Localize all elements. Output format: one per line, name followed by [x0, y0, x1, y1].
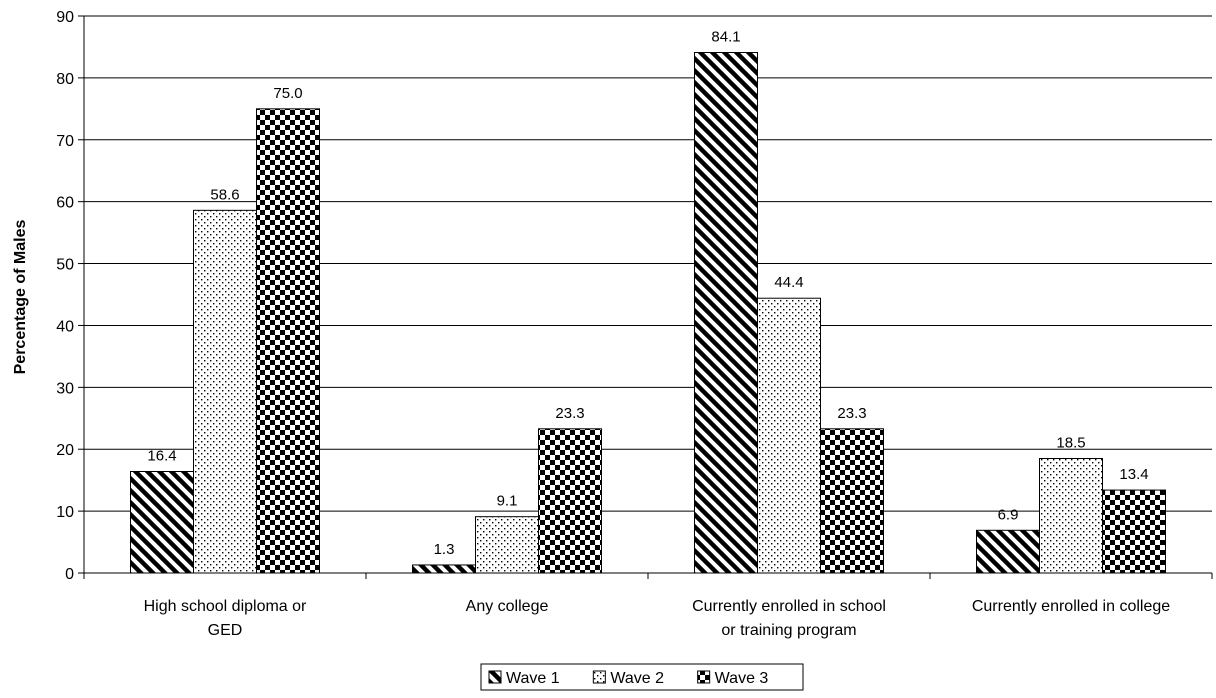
data-label: 18.5	[1056, 435, 1085, 452]
y-tick-label: 80	[56, 71, 74, 88]
x-category-label: or training program	[721, 622, 856, 639]
data-label: 84.1	[711, 29, 740, 46]
x-category-label: Currently enrolled in school	[692, 598, 886, 615]
x-category-label: High school diploma or	[144, 598, 307, 615]
x-category-labels: High school diploma or GED Any college Curr…	[144, 598, 1171, 639]
bar	[412, 564, 476, 574]
x-category-label: Any college	[466, 598, 549, 615]
y-tick-label: 60	[56, 195, 74, 212]
data-label: 44.4	[774, 274, 803, 291]
bars	[130, 52, 1166, 574]
bar	[538, 428, 602, 574]
legend-label: Wave 3	[715, 670, 769, 687]
legend-swatch	[592, 670, 606, 684]
bar	[193, 209, 257, 574]
bar	[820, 428, 884, 574]
bar	[694, 52, 758, 574]
y-tick-label: 70	[56, 133, 74, 150]
bar	[1102, 489, 1166, 574]
y-tick-label: 30	[56, 380, 74, 397]
data-label: 75.0	[273, 85, 302, 102]
x-category-label: Currently enrolled in college	[972, 598, 1170, 615]
legend-swatch	[488, 670, 502, 684]
y-tick-label: 40	[56, 318, 74, 335]
x-category-label: GED	[208, 622, 243, 639]
bar	[1039, 458, 1103, 574]
bar	[130, 471, 194, 574]
bar	[256, 108, 320, 574]
bar	[757, 297, 821, 574]
data-label: 58.6	[210, 186, 239, 203]
data-label: 6.9	[998, 506, 1019, 523]
legend-label: Wave 2	[610, 670, 664, 687]
y-tick-label: 20	[56, 442, 74, 459]
y-tick-label: 90	[56, 9, 74, 26]
data-label: 23.3	[837, 405, 866, 422]
bar	[475, 516, 539, 574]
data-label: 16.4	[147, 448, 176, 465]
y-tick-label: 10	[56, 504, 74, 521]
legend-swatch	[697, 670, 711, 684]
y-tick-label: 50	[56, 257, 74, 274]
data-label: 13.4	[1119, 466, 1148, 483]
data-label: 23.3	[555, 405, 584, 422]
legend-box	[480, 663, 804, 691]
legend: Wave 1 Wave 2 Wave 3	[480, 663, 804, 691]
bar	[976, 529, 1040, 574]
y-tick-label: 0	[65, 566, 74, 583]
legend-label: Wave 1	[506, 670, 560, 687]
data-labels: 16.4 58.6 75.0 1.3 9.1 23.3 84.1 44.4 23.3 6.9 18.…	[147, 29, 1148, 558]
data-label: 1.3	[434, 541, 455, 558]
y-axis-title: Percentage of Males	[12, 220, 29, 375]
y-tick-labels: 0 10 20 30 40 50 60 70 80 90	[56, 9, 74, 583]
data-label: 9.1	[497, 493, 518, 510]
